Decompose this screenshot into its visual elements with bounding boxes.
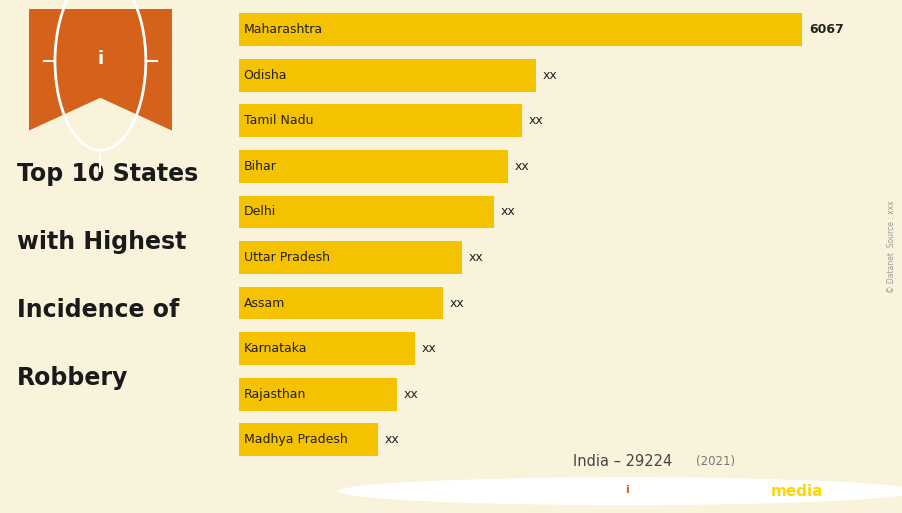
Text: xx: xx bbox=[529, 114, 544, 127]
Text: Top 10 States: Top 10 States bbox=[17, 162, 198, 186]
Bar bbox=[239, 241, 462, 274]
Polygon shape bbox=[29, 98, 172, 131]
Text: (2021): (2021) bbox=[695, 455, 735, 468]
Text: xx: xx bbox=[450, 297, 465, 309]
Text: Incidence of: Incidence of bbox=[17, 298, 179, 322]
Bar bbox=[239, 332, 416, 365]
Text: indiastat: indiastat bbox=[654, 484, 721, 499]
Bar bbox=[239, 378, 397, 410]
Text: Bihar: Bihar bbox=[244, 160, 277, 173]
Text: Assam: Assam bbox=[244, 297, 285, 309]
Bar bbox=[239, 195, 494, 228]
Text: xx: xx bbox=[468, 251, 483, 264]
Text: Karnataka: Karnataka bbox=[244, 342, 308, 355]
Text: Robbery: Robbery bbox=[17, 366, 128, 390]
Text: India – 29224: India – 29224 bbox=[574, 453, 673, 469]
Text: Maharashtra: Maharashtra bbox=[244, 23, 323, 36]
Text: Rajasthan: Rajasthan bbox=[244, 388, 306, 401]
Text: Tamil Nadu: Tamil Nadu bbox=[244, 114, 313, 127]
Text: Odisha: Odisha bbox=[244, 69, 287, 82]
Text: 6067: 6067 bbox=[809, 23, 843, 36]
Bar bbox=[239, 287, 443, 320]
Text: xx: xx bbox=[385, 433, 400, 446]
Text: Delhi: Delhi bbox=[244, 205, 276, 219]
Text: Uttar Pradesh: Uttar Pradesh bbox=[244, 251, 329, 264]
Bar bbox=[239, 59, 536, 92]
Bar bbox=[239, 423, 378, 456]
Text: i: i bbox=[625, 485, 629, 496]
Text: i: i bbox=[97, 50, 104, 68]
Bar bbox=[239, 150, 509, 183]
Text: xx: xx bbox=[501, 205, 516, 219]
Bar bbox=[29, 9, 172, 131]
Bar bbox=[239, 104, 522, 137]
Text: xx: xx bbox=[515, 160, 529, 173]
Text: xx: xx bbox=[422, 342, 437, 355]
Bar bbox=[239, 13, 803, 46]
Text: media: media bbox=[771, 484, 824, 499]
Text: xx: xx bbox=[403, 388, 419, 401]
Circle shape bbox=[338, 477, 902, 505]
Text: © Datanet  Source : xxx: © Datanet Source : xxx bbox=[887, 200, 896, 292]
Text: xx: xx bbox=[543, 69, 557, 82]
Text: with Highest: with Highest bbox=[17, 230, 186, 254]
Text: Madhya Pradesh: Madhya Pradesh bbox=[244, 433, 347, 446]
